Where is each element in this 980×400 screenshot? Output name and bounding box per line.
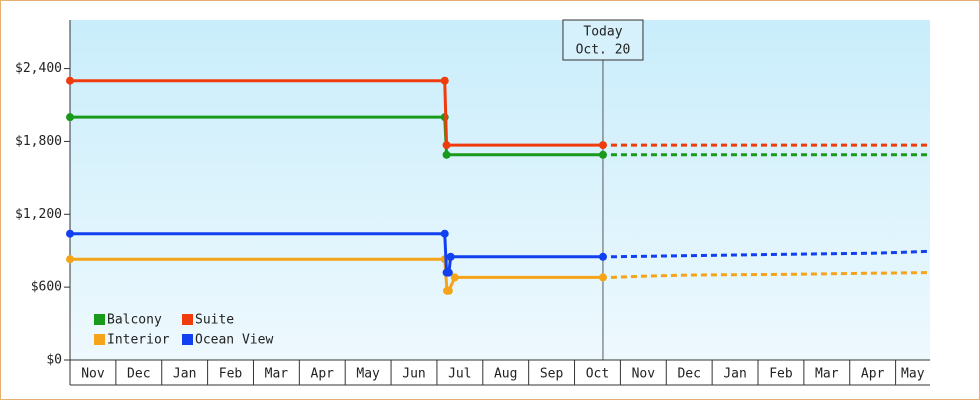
x-tick-label: Mar (815, 367, 839, 382)
x-tick-label: Apr (861, 367, 885, 382)
y-tick-label: $600 (31, 280, 62, 295)
today-label: Oct. 20 (576, 43, 631, 58)
legend-swatch (182, 314, 193, 325)
x-tick-label: Jul (448, 367, 471, 382)
x-tick-label: May (356, 367, 380, 382)
point (442, 141, 451, 150)
point (66, 113, 74, 122)
point (446, 252, 455, 261)
point (66, 76, 74, 85)
forecast-line (610, 271, 931, 279)
series-line (70, 79, 603, 147)
y-tick-label: $2,400 (15, 61, 62, 76)
legend-label: Suite (195, 313, 234, 328)
point (598, 252, 607, 261)
point (450, 273, 459, 282)
y-tick-label: $1,800 (15, 134, 62, 149)
legend-swatch (94, 334, 105, 345)
plot-area (70, 20, 930, 360)
x-tick-label: Dec (677, 367, 700, 382)
x-tick-label: Aug (494, 367, 517, 382)
point (66, 255, 74, 264)
x-tick-label: Sep (540, 367, 564, 382)
point (598, 273, 607, 282)
point (444, 268, 453, 277)
x-tick-label: Mar (265, 367, 289, 382)
point (442, 150, 451, 159)
point (598, 150, 607, 159)
today-label: Today (583, 25, 622, 40)
x-tick-label: Jan (173, 367, 196, 382)
legend-swatch (94, 314, 105, 325)
forecast-line (610, 249, 931, 259)
x-tick-label: Feb (219, 367, 243, 382)
today-box (562, 19, 644, 61)
legend-swatch (182, 334, 193, 345)
x-tick-label: Nov (81, 367, 105, 382)
legend-label: Balcony (107, 313, 162, 328)
x-tick-label: Dec (127, 367, 150, 382)
x-tick-label: Jan (723, 367, 746, 382)
point (66, 229, 74, 238)
y-tick-label: $1,200 (15, 207, 62, 222)
point (598, 141, 607, 150)
legend-label: Interior (107, 333, 170, 348)
x-tick-label: Oct (586, 367, 609, 382)
point (444, 286, 453, 295)
x-tick-label: May (901, 367, 925, 382)
legend-label: Ocean View (195, 333, 273, 348)
x-tick-label: Apr (311, 367, 335, 382)
point (440, 76, 449, 85)
y-tick-label: $0 (46, 353, 62, 368)
x-tick-label: Nov (632, 367, 656, 382)
x-tick-label: Feb (769, 367, 793, 382)
x-tick-label: Jun (402, 367, 425, 382)
point (440, 229, 449, 238)
